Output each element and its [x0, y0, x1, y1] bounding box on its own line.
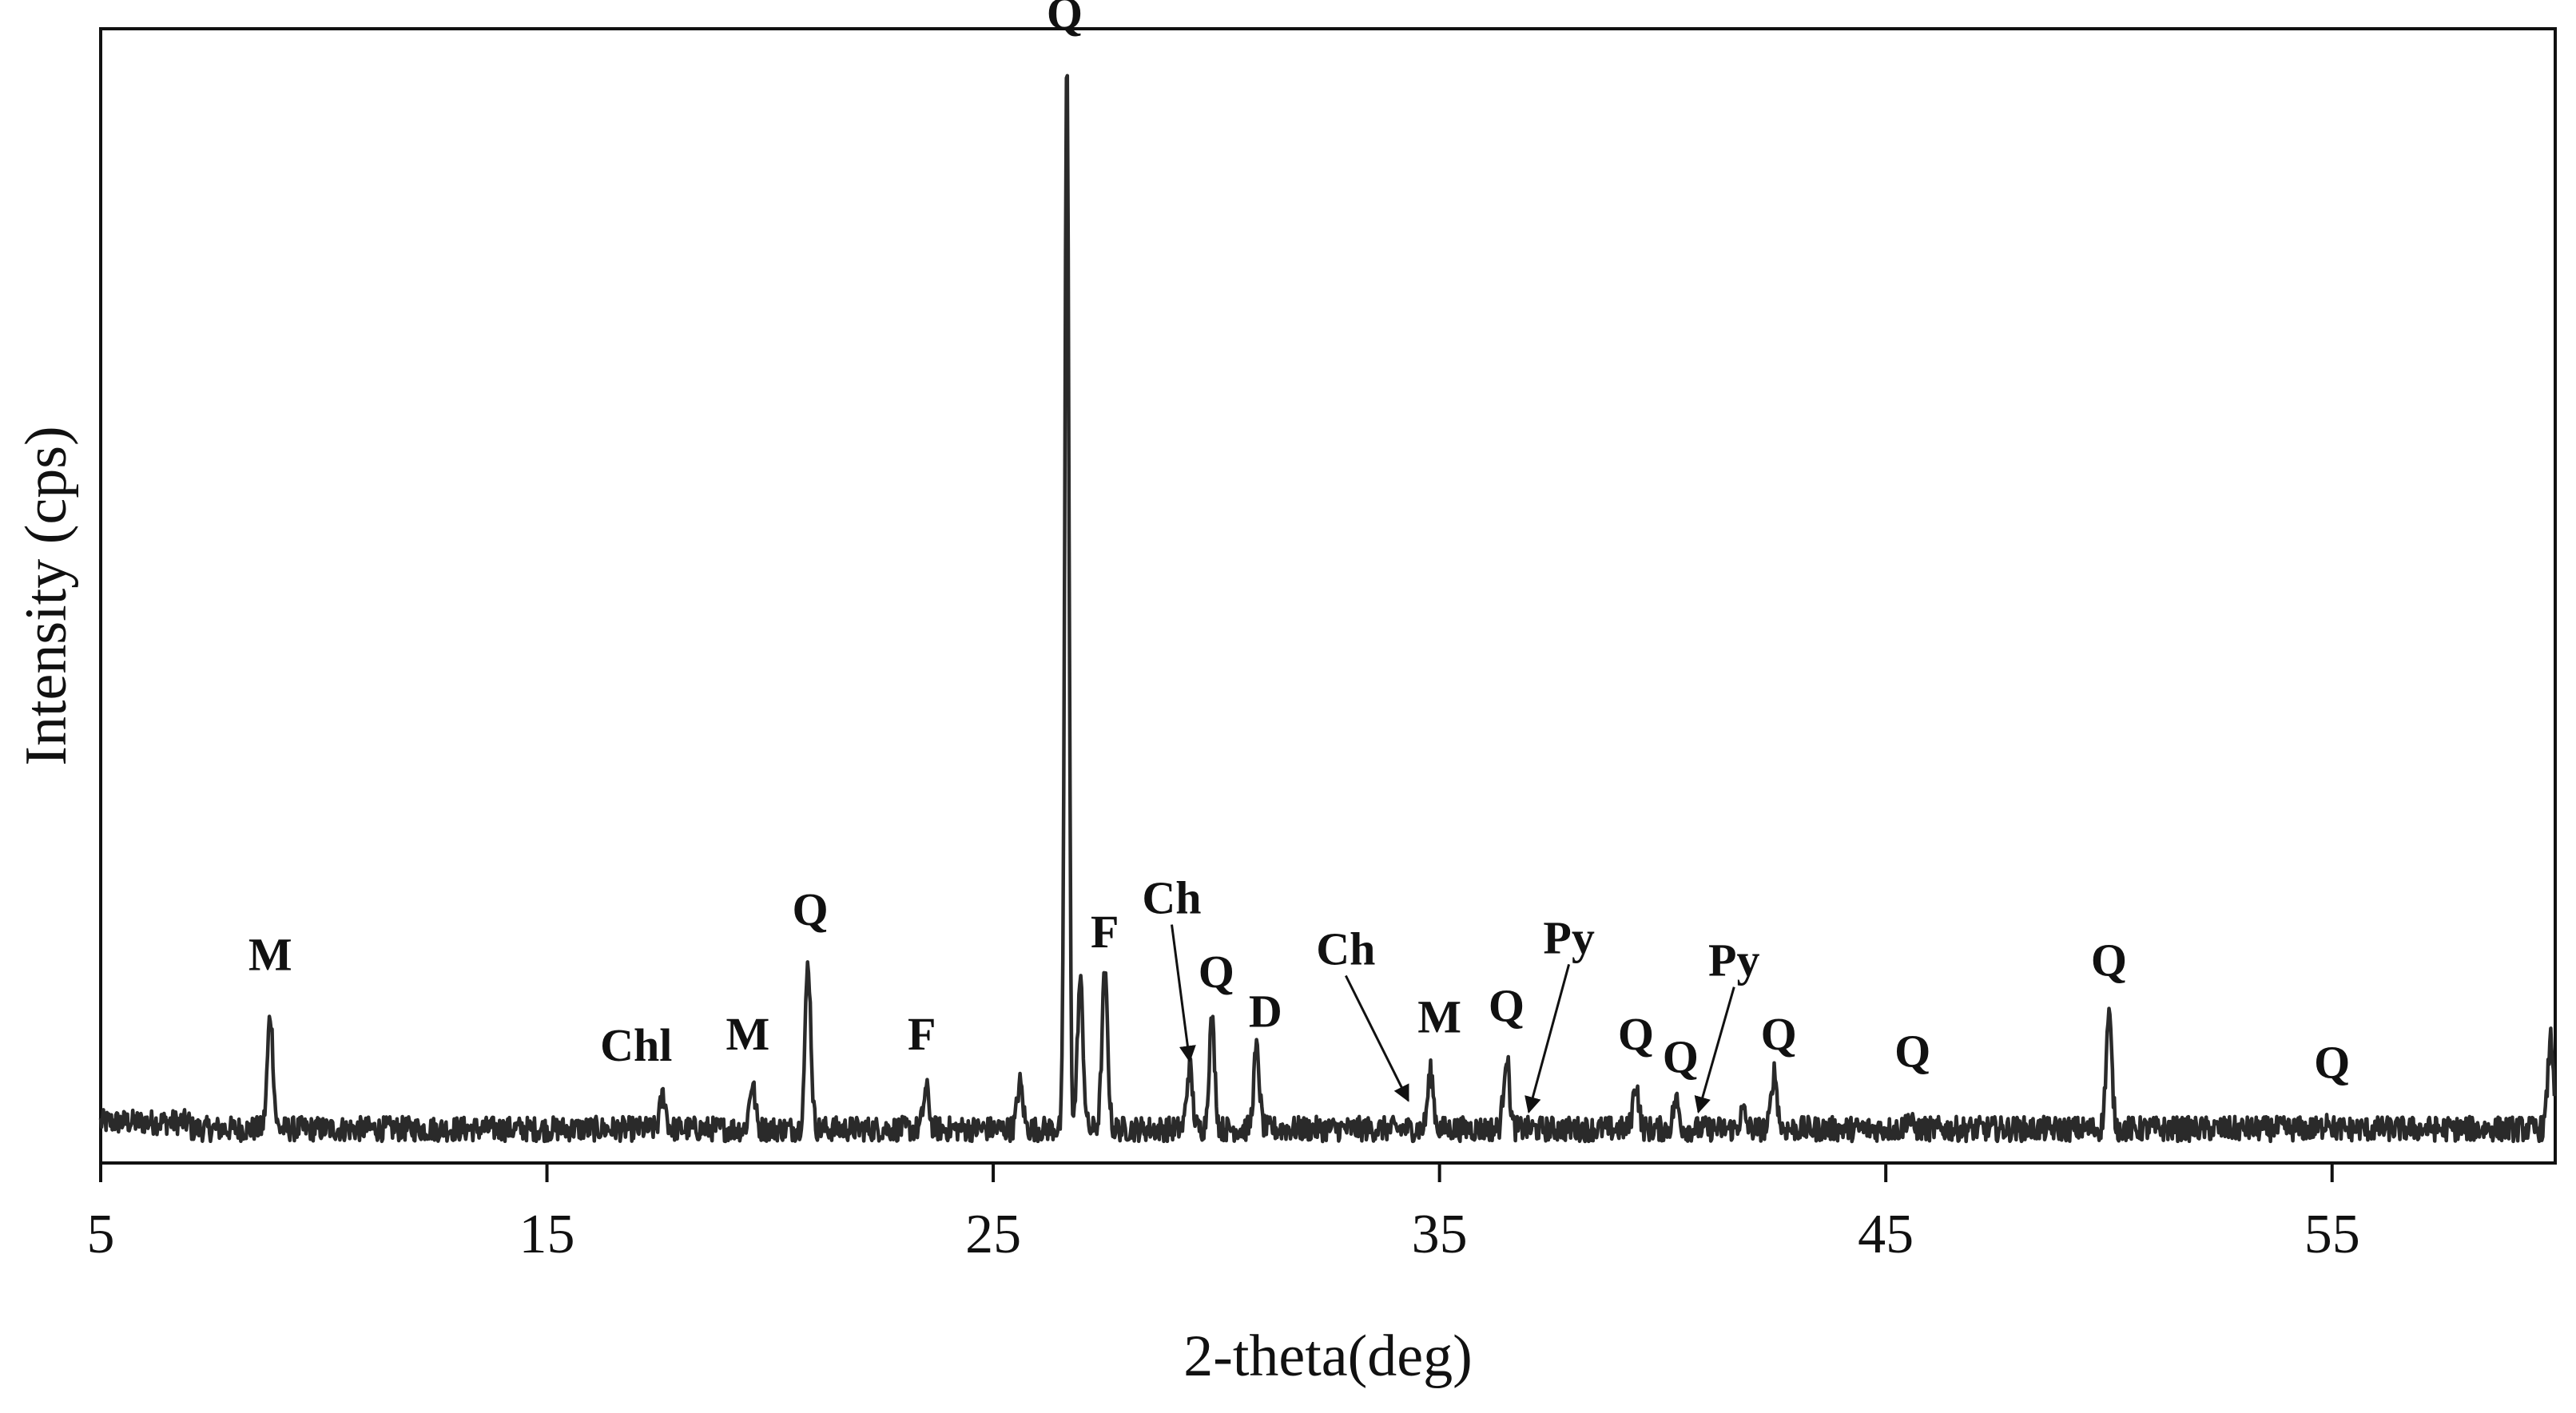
peak-label: Py [1543, 911, 1594, 963]
peak-label: M [248, 929, 292, 981]
x-tick-label: 5 [87, 1204, 115, 1265]
peak-label: Chl [600, 1019, 672, 1071]
x-axis-title: 2-theta(deg) [1183, 1324, 1473, 1389]
peak-label: F [1091, 906, 1119, 958]
peak-label: Q [1761, 1008, 1797, 1060]
peak-label: D [1249, 986, 1282, 1038]
peak-label: Q [1199, 946, 1234, 998]
peak-label: Q [1663, 1030, 1699, 1082]
peak-arrow [1345, 974, 1409, 1102]
x-tick-label: 15 [519, 1204, 575, 1265]
x-tick-label: 45 [1858, 1204, 1914, 1265]
peak-label: Ch [1142, 872, 1201, 924]
x-tick-label: 25 [965, 1204, 1021, 1265]
peak-label: Q [1894, 1025, 1930, 1077]
x-tick-label: 55 [2304, 1204, 2360, 1265]
x-tick-label: 35 [1412, 1204, 1468, 1265]
peak-label: F [908, 1008, 936, 1060]
peak-label: Q [2314, 1037, 2350, 1089]
peak-label: Q [793, 883, 829, 935]
plot-frame [99, 27, 2557, 1165]
peak-label: Q [1489, 980, 1525, 1032]
peak-label: Py [1708, 935, 1759, 986]
peak-label: Q [1047, 0, 1083, 39]
peak-label: Q [1618, 1008, 1654, 1060]
y-axis-title: Intensity (cps) [14, 426, 79, 765]
peak-label: Ch [1316, 923, 1375, 975]
x-axis-ticks [99, 1163, 2334, 1182]
peak-arrow [1694, 986, 1735, 1114]
peak-arrow [1525, 963, 1571, 1114]
xrd-pattern-line [98, 73, 2557, 1144]
peak-label: Q [2091, 935, 2127, 986]
peak-label: M [726, 1008, 770, 1060]
peak-label: M [1417, 991, 1461, 1043]
peak-arrow [1171, 924, 1196, 1063]
x-axis-tick-labels: 5 15 25 35 45 55 [87, 1204, 2360, 1265]
